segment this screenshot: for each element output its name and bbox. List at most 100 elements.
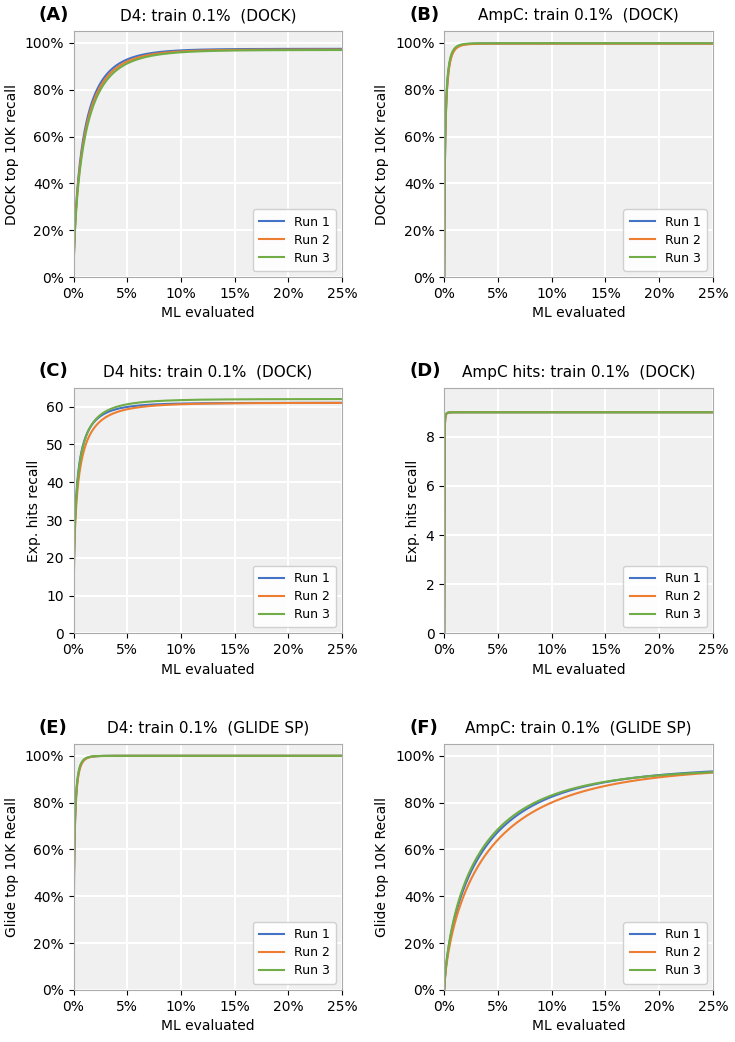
Text: (F): (F): [409, 719, 438, 737]
Line: Run 2: Run 2: [444, 772, 713, 990]
Run 1: [440, 271, 448, 283]
Run 2: [600, 779, 609, 792]
Line: Run 3: Run 3: [74, 50, 343, 277]
Run 1: [567, 406, 576, 419]
Run 2: [709, 38, 717, 50]
Run 1: [567, 784, 576, 796]
Y-axis label: Glide top 10K Recall: Glide top 10K Recall: [4, 797, 18, 937]
Line: Run 2: Run 2: [74, 403, 343, 634]
Title: D4: train 0.1%  (DOCK): D4: train 0.1% (DOCK): [120, 8, 296, 23]
Run 3: [229, 44, 238, 56]
Run 3: [338, 44, 347, 56]
Line: Run 1: Run 1: [444, 413, 713, 634]
Title: D4: train 0.1%  (GLIDE SP): D4: train 0.1% (GLIDE SP): [107, 721, 309, 736]
Run 2: [569, 406, 578, 419]
Line: Run 2: Run 2: [74, 755, 343, 990]
Text: (E): (E): [38, 719, 68, 737]
Run 1: [215, 397, 223, 410]
Run 1: [215, 43, 223, 55]
Run 3: [567, 36, 576, 49]
Text: (B): (B): [409, 6, 440, 24]
Run 3: [331, 393, 340, 405]
Run 1: [585, 779, 594, 792]
Run 1: [569, 784, 578, 796]
Run 1: [709, 38, 717, 50]
Y-axis label: Glide top 10K Recall: Glide top 10K Recall: [376, 797, 390, 937]
X-axis label: ML evaluated: ML evaluated: [532, 663, 625, 676]
X-axis label: ML evaluated: ML evaluated: [532, 306, 625, 320]
Run 1: [569, 38, 578, 50]
Run 1: [229, 749, 238, 762]
Run 2: [290, 749, 298, 762]
Run 2: [569, 788, 578, 800]
Run 3: [215, 45, 223, 57]
Line: Run 1: Run 1: [74, 49, 343, 277]
Line: Run 3: Run 3: [74, 755, 343, 990]
Run 3: [197, 749, 206, 762]
Run 2: [197, 397, 206, 410]
Run 3: [702, 766, 711, 778]
Run 1: [338, 43, 347, 55]
Run 3: [215, 393, 223, 405]
Run 2: [331, 397, 340, 410]
Run 2: [567, 406, 576, 419]
Run 2: [585, 406, 594, 419]
Run 1: [69, 627, 78, 640]
Run 3: [569, 36, 578, 49]
Run 3: [660, 406, 669, 419]
Legend: Run 1, Run 2, Run 3: Run 1, Run 2, Run 3: [623, 922, 706, 984]
Line: Run 3: Run 3: [444, 413, 713, 634]
Run 2: [229, 749, 238, 762]
Run 2: [600, 38, 609, 50]
Run 3: [69, 627, 78, 640]
Run 1: [198, 397, 207, 410]
Y-axis label: DOCK top 10K recall: DOCK top 10K recall: [376, 83, 390, 225]
Run 2: [567, 38, 576, 50]
Run 1: [706, 406, 714, 419]
Line: Run 3: Run 3: [444, 43, 713, 277]
Run 1: [702, 406, 711, 419]
Run 2: [702, 38, 711, 50]
Run 3: [702, 36, 711, 49]
Run 2: [585, 784, 594, 796]
Run 3: [600, 36, 609, 49]
Run 3: [229, 749, 238, 762]
Run 3: [440, 271, 448, 283]
Run 3: [703, 406, 711, 419]
Run 2: [660, 38, 669, 50]
Title: AmpC: train 0.1%  (DOCK): AmpC: train 0.1% (DOCK): [478, 8, 679, 23]
Run 2: [585, 38, 594, 50]
Y-axis label: Exp. hits recall: Exp. hits recall: [406, 460, 420, 562]
Run 3: [585, 406, 594, 419]
Run 3: [198, 749, 207, 762]
Run 3: [600, 775, 609, 788]
Line: Run 2: Run 2: [444, 413, 713, 634]
Run 2: [338, 397, 347, 410]
Run 2: [215, 397, 223, 410]
Run 2: [331, 44, 340, 56]
Run 3: [338, 749, 347, 762]
Run 1: [229, 43, 238, 55]
Run 3: [569, 783, 578, 795]
X-axis label: ML evaluated: ML evaluated: [161, 306, 254, 320]
Run 3: [197, 45, 206, 57]
Line: Run 3: Run 3: [74, 399, 343, 634]
Title: AmpC hits: train 0.1%  (DOCK): AmpC hits: train 0.1% (DOCK): [462, 365, 695, 379]
Run 2: [229, 44, 238, 56]
Run 2: [69, 271, 78, 283]
Run 3: [709, 36, 717, 49]
Y-axis label: Exp. hits recall: Exp. hits recall: [26, 460, 40, 562]
Text: (D): (D): [409, 363, 441, 380]
Run 3: [331, 749, 340, 762]
Run 2: [338, 44, 347, 56]
Line: Run 1: Run 1: [74, 755, 343, 990]
Run 3: [585, 36, 594, 49]
Legend: Run 1, Run 2, Run 3: Run 1, Run 2, Run 3: [253, 922, 336, 984]
Run 2: [198, 44, 207, 56]
Run 2: [600, 406, 609, 419]
Run 1: [585, 406, 594, 419]
X-axis label: ML evaluated: ML evaluated: [532, 1019, 625, 1034]
X-axis label: ML evaluated: ML evaluated: [161, 1019, 254, 1034]
Run 1: [69, 984, 78, 996]
Run 1: [702, 766, 711, 778]
